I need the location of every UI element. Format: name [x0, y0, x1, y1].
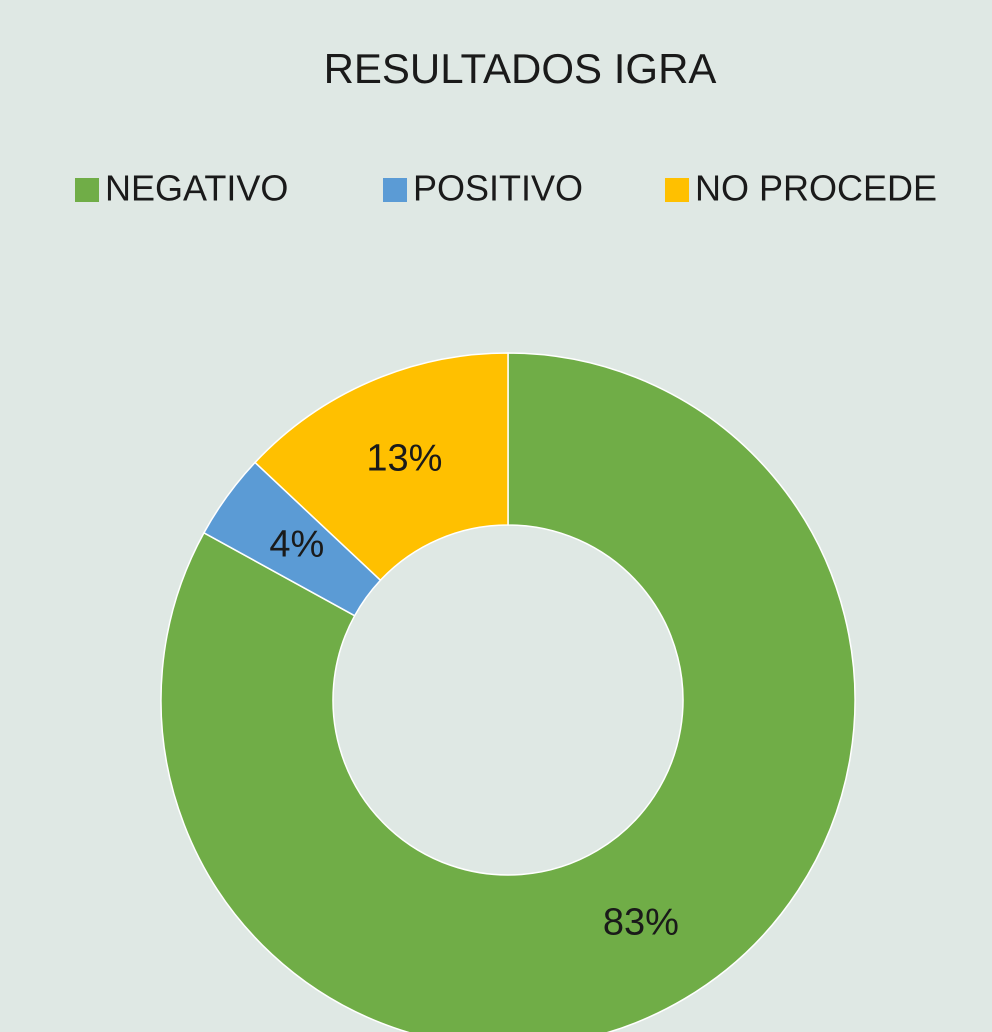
donut-slice: [160, 352, 856, 1032]
legend-swatch: [75, 178, 99, 202]
legend-label: NEGATIVO: [105, 168, 288, 209]
legend-label: NO PROCEDE: [695, 168, 937, 209]
donut-slice: [253, 352, 509, 582]
legend-swatch: [383, 178, 407, 202]
data-label: 13%: [366, 437, 442, 479]
chart-title: RESULTADOS IGRA: [324, 45, 717, 92]
legend-label: POSITIVO: [413, 168, 583, 209]
data-label: 4%: [269, 524, 324, 566]
data-label: 83%: [603, 902, 679, 944]
legend-swatch: [665, 178, 689, 202]
